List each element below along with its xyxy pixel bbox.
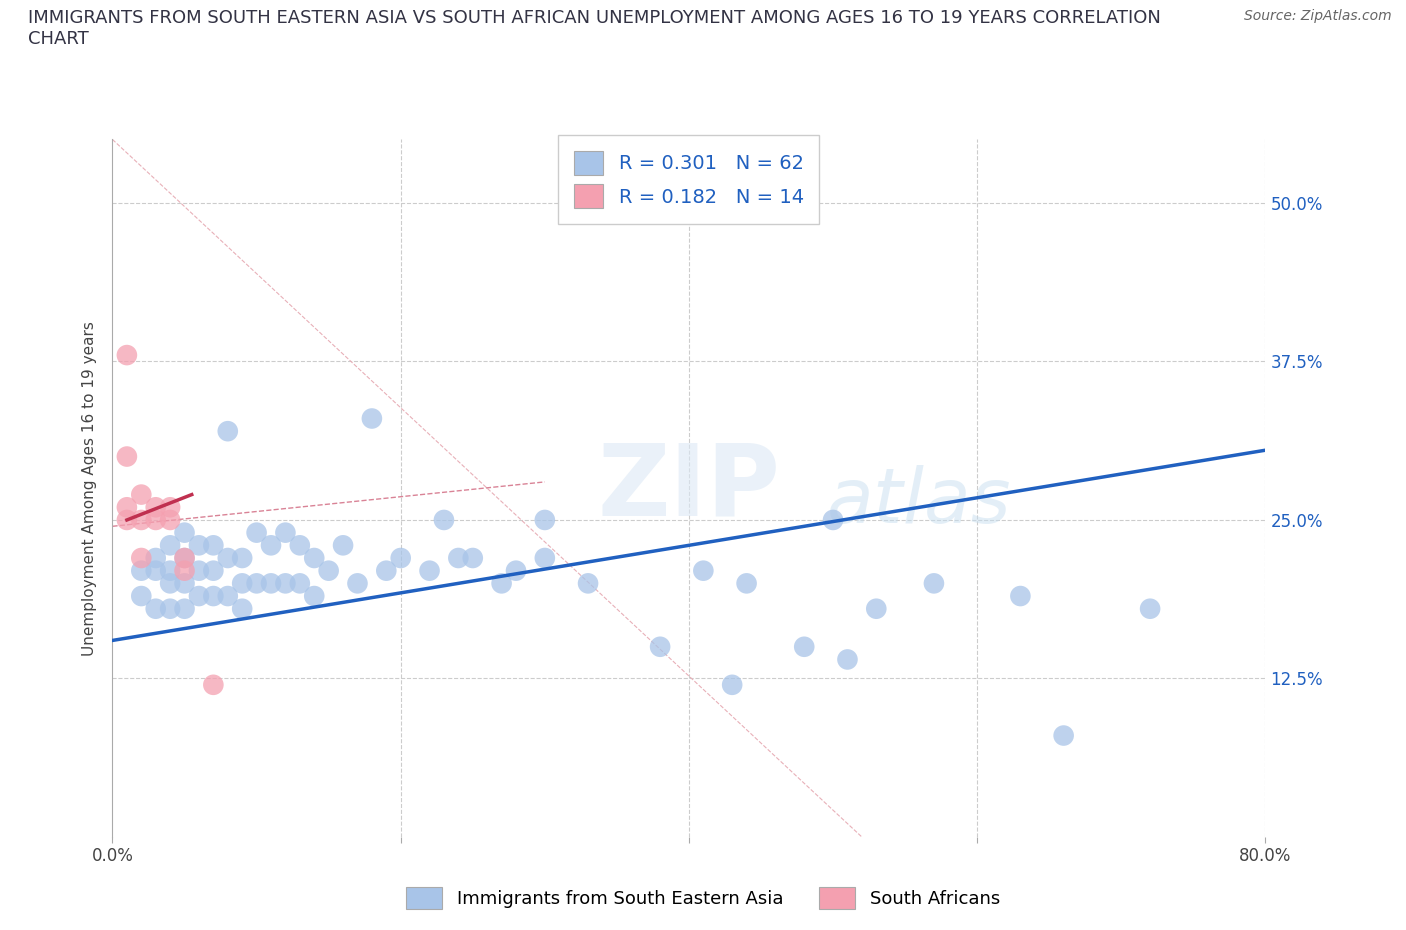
Point	[260, 576, 283, 591]
Point	[217, 589, 239, 604]
Point	[922, 576, 945, 591]
Point	[491, 576, 513, 591]
Point	[288, 538, 311, 552]
Legend: Immigrants from South Eastern Asia, South Africans: Immigrants from South Eastern Asia, Sout…	[399, 880, 1007, 916]
Point	[145, 602, 167, 617]
Point	[1052, 728, 1074, 743]
Point	[447, 551, 470, 565]
Point	[1139, 602, 1161, 617]
Point	[129, 512, 153, 527]
Point	[159, 564, 181, 578]
Point	[461, 551, 484, 565]
Point	[173, 576, 195, 591]
Point	[173, 564, 195, 578]
Point	[145, 512, 167, 527]
Point	[375, 564, 398, 578]
Point	[188, 564, 211, 578]
Point	[288, 576, 311, 591]
Point	[793, 639, 815, 654]
Point	[202, 677, 225, 692]
Text: Source: ZipAtlas.com: Source: ZipAtlas.com	[1244, 9, 1392, 23]
Point	[346, 576, 368, 591]
Point	[129, 564, 153, 578]
Point	[389, 551, 412, 565]
Point	[115, 512, 138, 527]
Point	[304, 589, 326, 604]
Point	[115, 449, 138, 464]
Point	[837, 652, 859, 667]
Point	[159, 576, 181, 591]
Point	[145, 499, 167, 514]
Point	[202, 589, 225, 604]
Point	[129, 487, 153, 502]
Point	[332, 538, 354, 552]
Point	[231, 576, 253, 591]
Point	[433, 512, 456, 527]
Point	[1010, 589, 1032, 604]
Point	[260, 538, 283, 552]
Point	[245, 525, 267, 540]
Point	[202, 538, 225, 552]
Point	[173, 551, 195, 565]
Point	[505, 564, 527, 578]
Point	[648, 639, 672, 654]
Text: IMMIGRANTS FROM SOUTH EASTERN ASIA VS SOUTH AFRICAN UNEMPLOYMENT AMONG AGES 16 T: IMMIGRANTS FROM SOUTH EASTERN ASIA VS SO…	[28, 9, 1161, 48]
Point	[533, 551, 555, 565]
Point	[188, 538, 211, 552]
Point	[721, 677, 744, 692]
Point	[360, 411, 382, 426]
Text: ZIP: ZIP	[598, 440, 780, 537]
Legend: R = 0.301   N = 62, R = 0.182   N = 14: R = 0.301 N = 62, R = 0.182 N = 14	[558, 135, 820, 223]
Point	[129, 551, 153, 565]
Point	[173, 525, 195, 540]
Point	[735, 576, 758, 591]
Point	[217, 424, 239, 439]
Point	[576, 576, 599, 591]
Point	[173, 551, 195, 565]
Point	[304, 551, 326, 565]
Point	[115, 348, 138, 363]
Point	[821, 512, 844, 527]
Point	[159, 512, 181, 527]
Point	[533, 512, 555, 527]
Point	[159, 602, 181, 617]
Point	[173, 602, 195, 617]
Point	[159, 538, 181, 552]
Point	[145, 564, 167, 578]
Point	[188, 589, 211, 604]
Point	[159, 499, 181, 514]
Point	[274, 525, 297, 540]
Point	[692, 564, 714, 578]
Point	[274, 576, 297, 591]
Point	[318, 564, 340, 578]
Point	[865, 602, 887, 617]
Point	[419, 564, 441, 578]
Point	[129, 589, 153, 604]
Point	[217, 551, 239, 565]
Point	[145, 551, 167, 565]
Point	[245, 576, 267, 591]
Point	[202, 564, 225, 578]
Y-axis label: Unemployment Among Ages 16 to 19 years: Unemployment Among Ages 16 to 19 years	[82, 321, 97, 656]
Text: atlas: atlas	[827, 465, 1012, 539]
Point	[231, 602, 253, 617]
Point	[231, 551, 253, 565]
Point	[115, 499, 138, 514]
